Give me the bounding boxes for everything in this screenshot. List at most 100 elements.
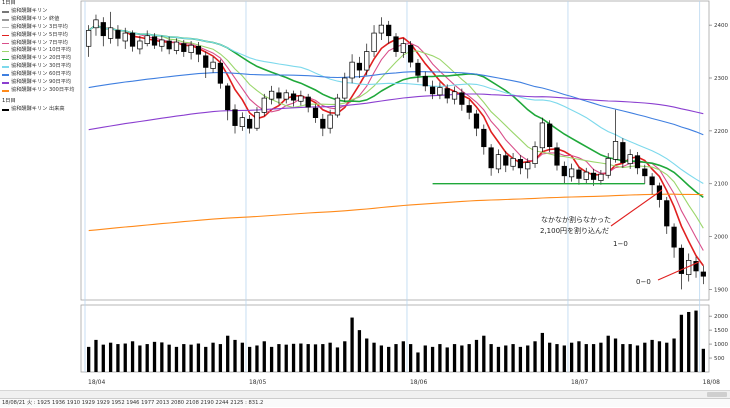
ma30-line — [88, 24, 704, 184]
volume-bar — [416, 352, 420, 372]
candle-body — [444, 88, 450, 99]
legend-label: 協和醗酵キリン 20日平均 — [11, 55, 72, 62]
legend-label: 協和醗酵キリン 60日平均 — [11, 71, 72, 78]
candle-body — [349, 61, 355, 79]
candle-body — [342, 77, 348, 99]
volume-bar — [613, 338, 618, 372]
candle-body — [510, 157, 516, 167]
legend-label: 協和醗酵キリン 30日平均 — [11, 63, 72, 70]
volume-bar — [643, 342, 647, 372]
candle-body — [532, 146, 538, 164]
volume-bar — [123, 343, 127, 372]
candle-body — [569, 168, 575, 178]
volume-bar — [167, 344, 171, 372]
candle-body — [305, 96, 311, 108]
volume-bar — [116, 344, 120, 372]
candle-body — [539, 122, 545, 149]
volume-bar — [408, 344, 413, 372]
candle-body — [203, 55, 209, 68]
legend-panel: 1日目 協和醗酵キリン 協和醗酵キリン 終値 協和醗酵キリン 3日平均 協和醗酵キリン… — [0, 0, 80, 395]
volume-bar — [152, 341, 157, 372]
candle-body — [195, 45, 202, 55]
volume-bar — [474, 339, 479, 372]
volume-bar — [606, 335, 610, 372]
candle-body — [268, 90, 275, 100]
candle-body — [583, 171, 589, 180]
candle-body — [100, 22, 106, 37]
legend-swatch — [2, 26, 9, 29]
candle-body — [239, 117, 245, 127]
candle-body — [466, 105, 472, 113]
legend-label: 協和醗酵キリン 7日平均 — [11, 39, 68, 46]
legend-swatch — [2, 66, 9, 68]
candle-body — [503, 155, 509, 166]
annotation-label-0-0: 0−0 — [636, 278, 651, 286]
candle-body — [210, 61, 216, 69]
volume-bar — [108, 342, 113, 372]
volume-bar — [504, 345, 508, 372]
volume-bar — [284, 344, 288, 372]
legend-swatch — [2, 108, 9, 111]
volume-bar — [445, 347, 449, 372]
price-panel-title: 1日目 — [2, 0, 16, 6]
candle-body — [415, 62, 421, 76]
candle-body — [356, 62, 363, 71]
volume-bar — [665, 342, 669, 372]
volume-bar — [299, 343, 303, 372]
volume-bar — [452, 344, 457, 372]
volume-bar — [277, 344, 281, 372]
annotation-note-line1: なかなか割らなかった — [541, 215, 611, 224]
x-tick-label: 18/06 — [410, 379, 427, 386]
candle-body — [590, 172, 597, 180]
candle-body — [547, 123, 553, 148]
legend-label: 協和醗酵キリン 300日平均 — [11, 86, 75, 93]
candle-body — [232, 109, 238, 126]
volume-bar — [672, 338, 676, 372]
candle-body — [159, 39, 165, 47]
volume-panel-title: 1日目 — [2, 97, 16, 104]
legend-swatch — [2, 74, 9, 76]
volume-bar — [460, 345, 464, 372]
price-legend-item: 協和醗酵キリン 10日平均 — [0, 47, 80, 55]
volume-bar — [255, 345, 259, 372]
x-tick-label: 18/08 — [703, 379, 720, 386]
volume-bar — [379, 345, 384, 372]
volume-bar — [138, 345, 142, 372]
volume-bar — [357, 330, 362, 372]
volume-bar — [211, 342, 215, 372]
volume-bar — [701, 348, 705, 372]
volume-bar — [533, 341, 537, 372]
volume-bar — [174, 346, 179, 372]
candle-body — [283, 92, 289, 100]
volume-bar — [679, 314, 684, 372]
candle-body — [393, 36, 399, 52]
candle-body — [612, 141, 619, 160]
price-legend-item: 協和醗酵キリン 5日平均 — [0, 32, 80, 40]
volume-bar — [526, 345, 530, 372]
candle-body — [115, 30, 121, 39]
candle-body — [429, 86, 436, 95]
candle-body — [166, 40, 172, 50]
legend-swatch — [2, 90, 9, 92]
ma90-line — [88, 93, 704, 131]
volume-tick-label: 1500 — [714, 328, 728, 334]
volume-bar — [328, 342, 332, 372]
chart-canvas[interactable]: 18/04 18/05 18/06 18/07 18/08 1900 2000 2100 220… — [79, 0, 730, 390]
volume-bar — [262, 341, 266, 372]
volume-bar — [591, 344, 596, 372]
volume-bar — [423, 345, 427, 372]
ma60-line — [88, 71, 704, 136]
legend-label: 協和醗酵キリン 90日平均 — [11, 79, 72, 86]
price-legend-item: 協和醗酵キリン 30日平均 — [0, 63, 80, 71]
volume-tick-label: 500 — [714, 356, 725, 362]
volume-bar — [694, 310, 698, 372]
legend-swatch — [2, 50, 9, 53]
volume-bar — [226, 335, 230, 372]
horizontal-scrollbar[interactable] — [0, 390, 730, 398]
candle-body — [122, 32, 128, 42]
legend-swatch — [2, 58, 9, 61]
candle-body — [261, 97, 267, 113]
volume-bar — [189, 344, 193, 372]
candle-body — [656, 185, 663, 200]
scrollbar-thumb[interactable] — [707, 392, 727, 397]
